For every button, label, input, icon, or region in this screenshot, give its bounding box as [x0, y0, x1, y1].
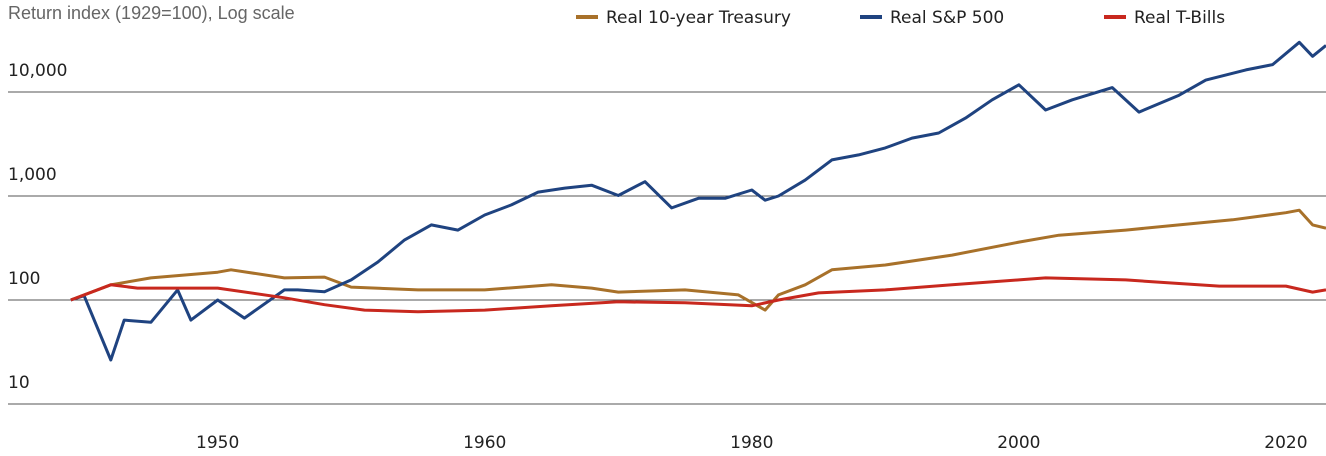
legend-label: Real 10-year Treasury [606, 8, 791, 28]
x-tick-label: 2020 [1264, 433, 1307, 453]
y-tick-label: 1,000 [8, 165, 57, 185]
series-line [70, 208, 1326, 312]
y-tick-label: 100 [8, 269, 40, 289]
x-tick-label: 1960 [463, 433, 506, 453]
x-tick-label: 2000 [997, 433, 1040, 453]
x-tick-label: 1950 [196, 433, 239, 453]
y-tick-label: 10 [8, 373, 30, 393]
y-tick-label: 10,000 [8, 61, 67, 81]
legend-label: Real T-Bills [1134, 8, 1225, 28]
chart-title: Return index (1929=100), Log scale [8, 3, 295, 23]
legend-label: Real S&P 500 [890, 8, 1004, 28]
series-line [70, 40, 1326, 362]
x-tick-label: 1980 [730, 433, 773, 453]
series-line [70, 276, 1326, 314]
